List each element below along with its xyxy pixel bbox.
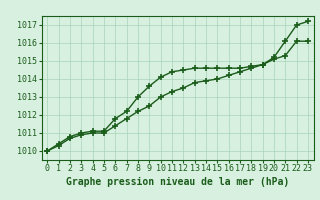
X-axis label: Graphe pression niveau de la mer (hPa): Graphe pression niveau de la mer (hPa) (66, 177, 289, 187)
